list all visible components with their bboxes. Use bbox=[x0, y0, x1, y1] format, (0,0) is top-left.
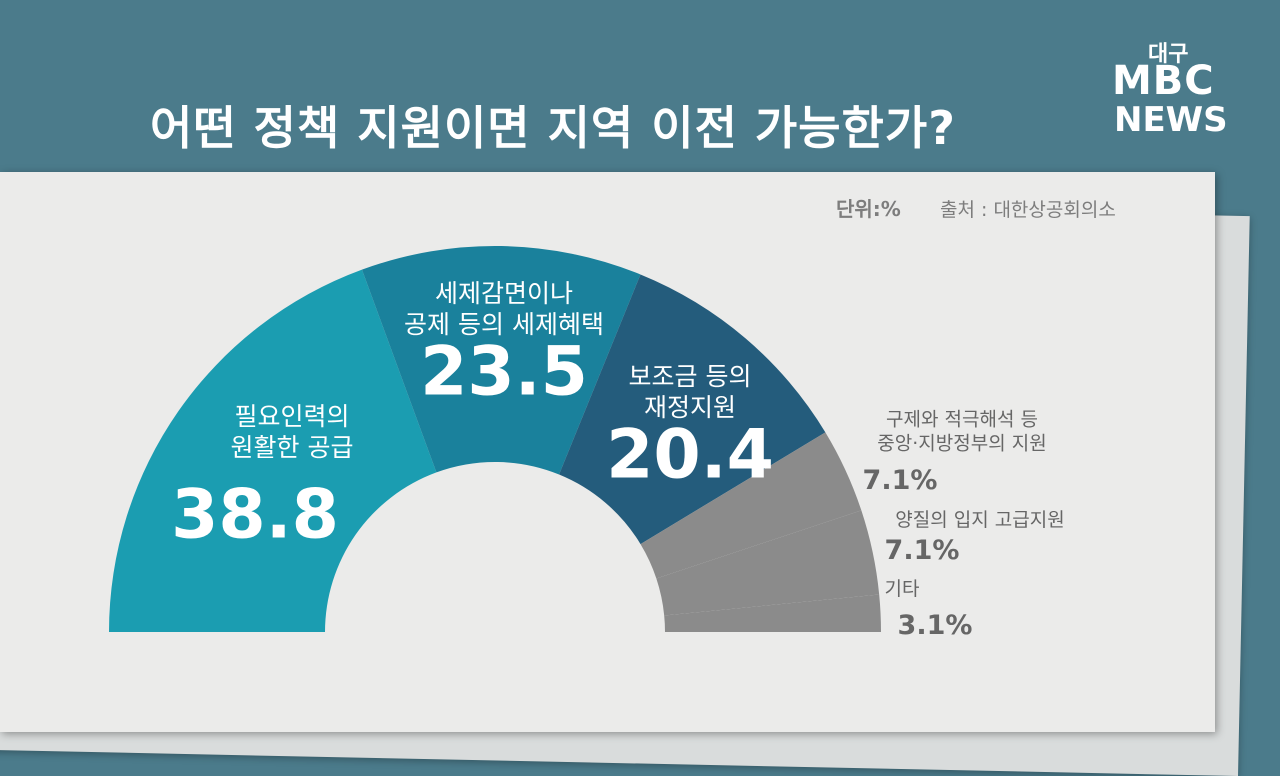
category-label: 기타 bbox=[884, 578, 920, 601]
donut-segment bbox=[640, 432, 862, 579]
logo-news: NEWS bbox=[1114, 100, 1228, 140]
page: {"chart_data": {"type": "half-donut", "t… bbox=[0, 42, 1250, 776]
chart bbox=[109, 246, 881, 632]
donut-segment bbox=[559, 274, 826, 545]
category-label: 세제감면이나 공제 등의 세제혜택 bbox=[404, 278, 604, 339]
value-label: 38.8 bbox=[171, 475, 339, 555]
value-label: 7.1% bbox=[862, 465, 938, 497]
chart-title: 어떤 정책 지원이면 지역 이전 가능한가? bbox=[150, 101, 956, 155]
category-label: 필요인력의 원활한 공급 bbox=[230, 401, 354, 462]
donut-segment bbox=[361, 246, 641, 475]
value-label: 3.1% bbox=[897, 610, 973, 642]
value-label: 7.1% bbox=[884, 535, 960, 567]
unit: 단위:% bbox=[836, 197, 901, 221]
category-label: 양질의 입지 고급지원 bbox=[895, 509, 1065, 532]
category-label: 보조금 등의 재정지원 bbox=[628, 361, 752, 422]
category-label: 구제와 적극해석 등 중앙·지방정부의 지원 bbox=[877, 408, 1047, 454]
source: 출처 : 대한상공회의소 bbox=[940, 199, 1116, 221]
logo-brand: MBC bbox=[1112, 58, 1215, 104]
value-label: 23.5 bbox=[420, 332, 588, 412]
donut-segment bbox=[109, 269, 437, 632]
logo-region: 대구 bbox=[1148, 42, 1189, 67]
donut-segment bbox=[664, 594, 881, 632]
donut-segment bbox=[656, 510, 880, 616]
value-label: 20.4 bbox=[606, 415, 774, 495]
